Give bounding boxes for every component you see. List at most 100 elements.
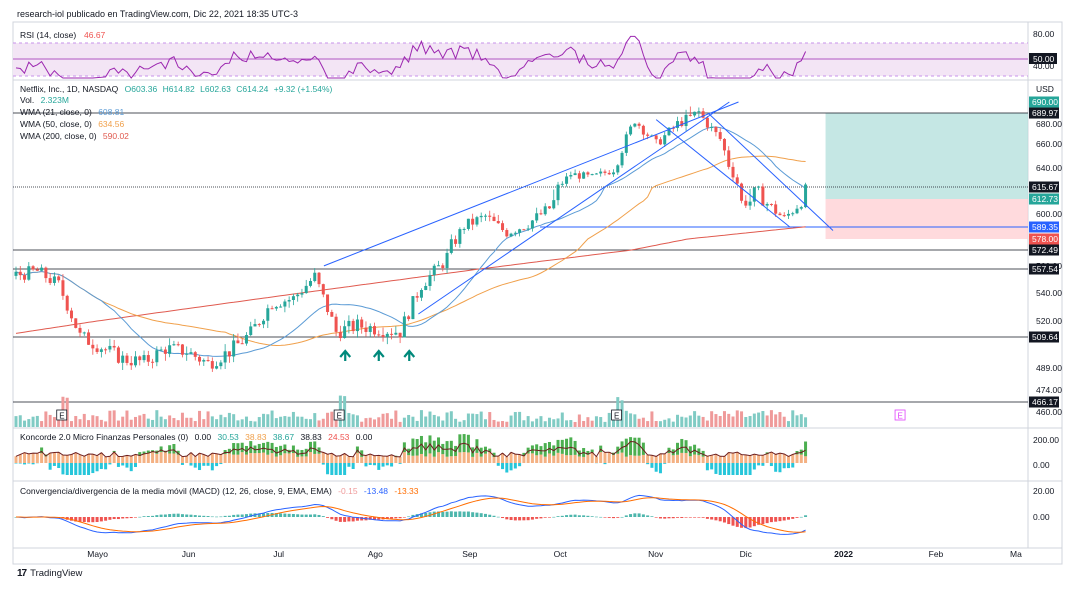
- koncorde-bar: [488, 452, 492, 463]
- volume-bar: [411, 416, 415, 427]
- macd-histogram-bar: [198, 515, 202, 517]
- koncorde-bar: [300, 456, 304, 463]
- koncorde-bar: [594, 456, 598, 463]
- macd-histogram-bar: [748, 517, 752, 528]
- candle-body: [129, 362, 133, 366]
- candle-body: [658, 139, 662, 145]
- koncorde-bar: [189, 463, 193, 466]
- volume-bar: [27, 419, 31, 427]
- ohlc-high: H614.82: [163, 84, 195, 94]
- volume-bar: [360, 421, 364, 427]
- koncorde-bar: [270, 453, 274, 463]
- macd-histogram-bar: [616, 517, 620, 518]
- rsi-value: 46.67: [84, 30, 106, 40]
- macd-label: Convergencia/divergencia de la media móv…: [20, 486, 332, 496]
- macd-v2: -13.33: [394, 486, 418, 496]
- candle-body: [232, 340, 236, 357]
- macd-histogram-bar: [142, 516, 146, 517]
- volume-bar: [496, 421, 500, 427]
- macd-histogram-bar: [185, 514, 189, 517]
- candle-body: [168, 345, 172, 354]
- ohlc-close: C614.24: [236, 84, 268, 94]
- koncorde-bar: [697, 448, 701, 456]
- time-tick-label: Nov: [648, 549, 664, 559]
- candle-body: [61, 280, 65, 296]
- volume-bar: [483, 419, 487, 427]
- macd-v1: -13.48: [364, 486, 388, 496]
- koncorde-bar: [338, 455, 342, 463]
- price-tick-label: 600.00: [1036, 209, 1062, 219]
- macd-histogram-bar: [368, 517, 372, 520]
- volume-bar: [108, 410, 112, 427]
- price-badge-label: 615.67: [1032, 182, 1058, 192]
- volume-bar: [731, 416, 735, 427]
- stop-loss-zone: [825, 199, 1028, 239]
- candle-body: [31, 266, 35, 270]
- wma50-line: [15, 155, 806, 347]
- volume-bar: [650, 411, 654, 427]
- koncorde-bar: [402, 442, 406, 453]
- candle-body: [799, 207, 803, 209]
- macd-histogram-bar: [449, 511, 453, 517]
- koncorde-bar: [347, 456, 351, 463]
- koncorde-bar: [518, 463, 522, 467]
- candle-body: [688, 114, 692, 116]
- candle-body: [300, 293, 304, 295]
- koncorde-bar: [266, 441, 270, 455]
- koncorde-bar: [658, 453, 662, 463]
- footer-brand[interactable]: TradingView: [30, 568, 83, 579]
- price-badge-bg: [1029, 233, 1059, 245]
- koncorde-bar: [522, 452, 526, 457]
- koncorde-bar: [308, 452, 312, 463]
- price-pane: E E E E Netflix, Inc., 1D, NASDAQ O603.36 H…: [13, 84, 1062, 427]
- candle-body: [432, 265, 436, 276]
- candle-body: [804, 184, 808, 208]
- volume-bar: [547, 417, 551, 427]
- macd-histogram-bar: [95, 517, 99, 523]
- macd-histogram-bar: [360, 517, 364, 521]
- candle-body: [155, 350, 159, 363]
- macd-histogram-bar: [398, 517, 402, 519]
- koncorde-bar: [223, 454, 227, 463]
- koncorde-bar: [283, 453, 287, 463]
- volume-bar: [270, 410, 274, 427]
- candle-body: [535, 213, 539, 221]
- macd-histogram-bar: [607, 517, 611, 518]
- koncorde-bar: [616, 446, 620, 454]
- koncorde-bar: [761, 463, 765, 466]
- rsi-tick-80: 80.00: [1033, 29, 1055, 39]
- volume-bar: [415, 420, 419, 427]
- channel-upper: [323, 101, 739, 267]
- candle-body: [287, 299, 291, 302]
- volume-bar: [377, 417, 381, 427]
- koncorde-bar: [176, 450, 180, 455]
- price-badge-label: 509.64: [1032, 332, 1058, 342]
- channel-lower: [418, 101, 730, 315]
- macd-histogram-bar: [530, 517, 534, 520]
- koncorde-bar: [407, 455, 411, 463]
- candle-body: [266, 308, 270, 321]
- volume-bar: [543, 421, 547, 427]
- volume-bar: [390, 418, 394, 427]
- macd-histogram-bar: [684, 517, 688, 518]
- koncorde-bar: [654, 463, 658, 472]
- macd-histogram-bar: [778, 517, 782, 522]
- macd-histogram-bar: [518, 517, 522, 521]
- koncorde-bar: [693, 454, 697, 463]
- koncorde-bar: [296, 456, 300, 463]
- koncorde-bar: [543, 456, 547, 463]
- price-badge-bg: [1029, 263, 1059, 275]
- macd-histogram-bar: [590, 516, 594, 517]
- koncorde-bar: [505, 463, 509, 473]
- macd-histogram-bar: [761, 517, 765, 525]
- koncorde-bar: [398, 463, 402, 464]
- candle-body: [599, 171, 603, 174]
- candle-body: [607, 172, 611, 175]
- koncorde-bar: [778, 463, 782, 473]
- candle-body: [646, 134, 650, 136]
- volume-bar: [65, 397, 69, 427]
- volume-bar: [172, 418, 176, 427]
- price-tick-label: 640.00: [1036, 163, 1062, 173]
- koncorde-bar: [795, 454, 799, 463]
